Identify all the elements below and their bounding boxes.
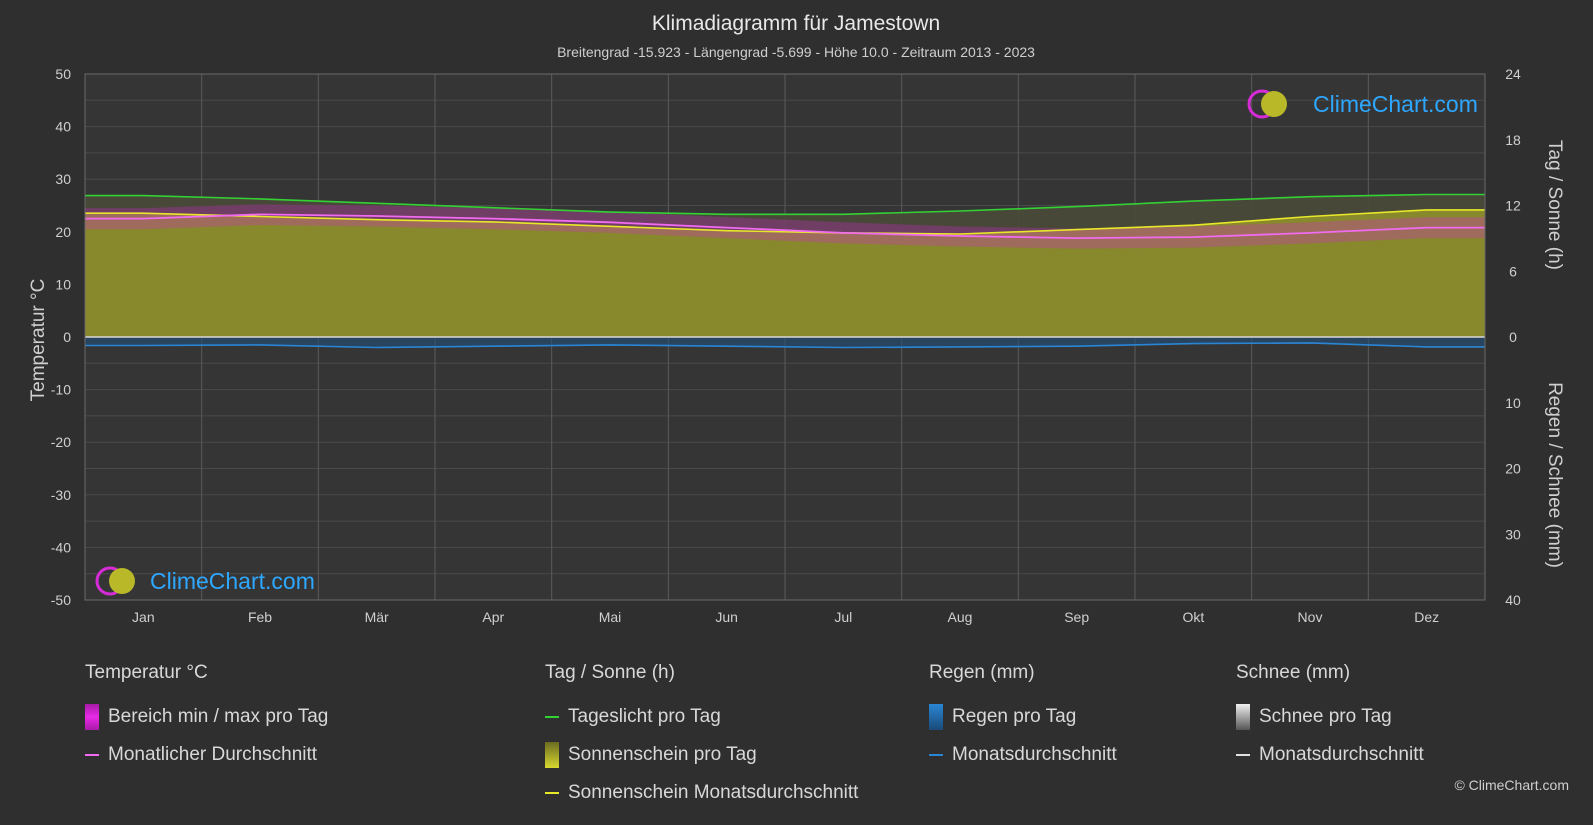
- x-tick-label: Feb: [248, 609, 272, 625]
- right-tick-label-hours: 12: [1505, 198, 1521, 214]
- right-tick-label-hours: 0: [1509, 329, 1517, 345]
- legend-item-sunshine-avg: Sonnenschein Monatsdurchschnitt: [545, 774, 858, 812]
- x-axis-ticks: Jan Feb Mär Apr Mai Jun Jul Aug Sep Okt Nov Dez: [132, 609, 1439, 625]
- left-tick-label: -40: [51, 539, 71, 555]
- legend-label: Schnee pro Tag: [1259, 706, 1392, 727]
- logo-sun-icon: [1261, 91, 1287, 117]
- legend-rain-title: Regen (mm): [929, 662, 1035, 683]
- temp-avg-swatch: [85, 754, 99, 756]
- x-tick-label: Jan: [132, 609, 155, 625]
- rain-avg-line: [85, 342, 1485, 349]
- legend-item-sunshine: Sonnenschein pro Tag: [545, 736, 858, 774]
- left-axis-ticks: 50 40 30 20 10 0 -10 -20 -30 -40 -50: [51, 66, 71, 608]
- left-tick-label: 30: [55, 171, 71, 187]
- left-tick-label: -30: [51, 487, 71, 503]
- legend-item-snow-avg: Monatsdurchschnitt: [1236, 736, 1424, 774]
- daylight-swatch: [545, 716, 559, 718]
- right-axis-title-top: Tag / Sonne (h): [1544, 140, 1565, 270]
- left-tick-label: 0: [63, 329, 71, 345]
- chart-subtitle: Breitengrad -15.923 - Längengrad -5.699 …: [557, 44, 1035, 60]
- daylight-line: [85, 193, 1485, 216]
- legend-label: Sonnenschein pro Tag: [568, 744, 757, 765]
- left-tick-label: 50: [55, 66, 71, 82]
- logo-top: ClimeChart.com: [1247, 89, 1478, 119]
- snow-swatch: [1236, 704, 1250, 730]
- left-tick-label: -50: [51, 592, 71, 608]
- logo-bottom: ClimeChart.com: [95, 566, 315, 596]
- climate-chart: Klimadiagramm für Jamestown Breitengrad …: [28, 12, 1565, 625]
- legend-label: Regen pro Tag: [952, 706, 1077, 727]
- left-tick-label: 10: [55, 276, 71, 292]
- legend-item-rain: Regen pro Tag: [929, 698, 1117, 736]
- sunshine-swatch: [545, 742, 559, 768]
- legend-item-daylight: Tageslicht pro Tag: [545, 698, 858, 736]
- x-tick-label: Nov: [1298, 609, 1323, 625]
- x-tick-label: Dez: [1414, 609, 1439, 625]
- legend-snow: Schnee (mm) Schnee pro Tag Monatsdurchsc…: [1236, 660, 1424, 774]
- right-tick-label-hours: 18: [1505, 132, 1521, 148]
- x-tick-label: Jun: [715, 609, 738, 625]
- right-tick-label-rain: 10: [1505, 395, 1521, 411]
- logo-sun-icon: [109, 568, 135, 594]
- right-tick-label-rain: 30: [1505, 526, 1521, 542]
- right-tick-label-hours: 6: [1509, 263, 1517, 279]
- legend-item-temp-avg: Monatlicher Durchschnitt: [85, 736, 328, 774]
- legend-label: Monatsdurchschnitt: [952, 744, 1117, 765]
- snow-avg-swatch: [1236, 754, 1250, 756]
- x-tick-label: Sep: [1064, 609, 1089, 625]
- left-tick-label: 20: [55, 224, 71, 240]
- legend-label: Sonnenschein Monatsdurchschnitt: [568, 782, 859, 803]
- rain-swatch: [929, 704, 943, 730]
- legend: Temperatur °C Bereich min / max pro Tag …: [0, 660, 1593, 820]
- logo-bottom-text: ClimeChart.com: [150, 568, 315, 594]
- left-tick-label: -20: [51, 434, 71, 450]
- left-tick-label: 40: [55, 119, 71, 135]
- legend-temperature: Temperatur °C Bereich min / max pro Tag …: [85, 660, 328, 774]
- temp-range-swatch: [85, 704, 99, 730]
- chart-title: Klimadiagramm für Jamestown: [652, 12, 940, 35]
- right-axis-ticks: 24 18 12 6 0 10 20 30 40: [1505, 66, 1521, 608]
- x-tick-label: Aug: [948, 609, 973, 625]
- legend-label: Tageslicht pro Tag: [568, 706, 721, 727]
- x-tick-label: Okt: [1182, 609, 1204, 625]
- logo-top-text: ClimeChart.com: [1313, 91, 1478, 117]
- legend-temperature-title: Temperatur °C: [85, 662, 208, 683]
- legend-rain: Regen (mm) Regen pro Tag Monatsdurchschn…: [929, 660, 1117, 774]
- sunshine-area: [85, 209, 1485, 337]
- legend-label: Monatsdurchschnitt: [1259, 744, 1424, 765]
- temp-avg-line: [85, 213, 1485, 240]
- left-tick-label: -10: [51, 382, 71, 398]
- right-axis-title-bottom: Regen / Schnee (mm): [1544, 382, 1565, 568]
- legend-sun: Tag / Sonne (h) Tageslicht pro Tag Sonne…: [545, 660, 858, 812]
- x-tick-label: Mai: [599, 609, 622, 625]
- right-tick-label-rain: 20: [1505, 461, 1521, 477]
- right-tick-label-hours: 24: [1505, 66, 1521, 82]
- x-tick-label: Apr: [482, 609, 504, 625]
- legend-label: Monatlicher Durchschnitt: [108, 744, 318, 765]
- copyright: © ClimeChart.com: [1454, 777, 1569, 793]
- plot-area: [84, 73, 1486, 601]
- left-axis-title: Temperatur °C: [28, 279, 49, 402]
- x-tick-label: Mär: [365, 609, 389, 625]
- legend-item-snow: Schnee pro Tag: [1236, 698, 1424, 736]
- rain-avg-swatch: [929, 754, 943, 756]
- plot-frame: [84, 73, 1486, 601]
- right-tick-label-rain: 40: [1505, 592, 1521, 608]
- sunshine-avg-line: [85, 209, 1485, 235]
- legend-snow-title: Schnee (mm): [1236, 662, 1351, 683]
- legend-label: Bereich min / max pro Tag: [108, 706, 329, 727]
- x-tick-label: Jul: [834, 609, 852, 625]
- legend-item-temp-range: Bereich min / max pro Tag: [85, 698, 328, 736]
- legend-sun-title: Tag / Sonne (h): [545, 662, 675, 683]
- sunshine-avg-swatch: [545, 792, 559, 794]
- legend-item-rain-avg: Monatsdurchschnitt: [929, 736, 1117, 774]
